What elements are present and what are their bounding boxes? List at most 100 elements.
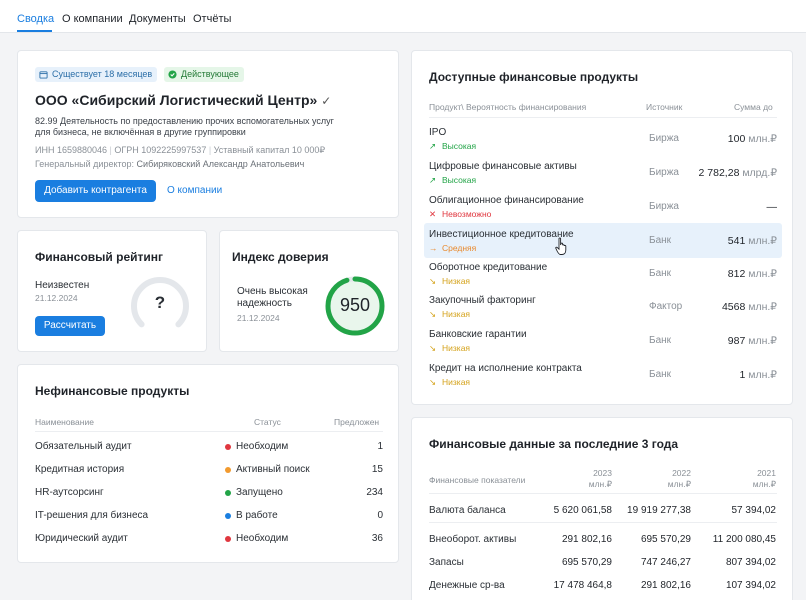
product-source: Банк (649, 235, 672, 246)
col-header-amount: Сумма до (734, 102, 773, 112)
activity-line-1: 82.99 Деятельность по предоставлению про… (35, 116, 334, 126)
col-header-name: Наименование (35, 417, 94, 427)
capital: Уставный капитал 10 000₽ (213, 145, 326, 155)
trend-icon: ↘ (429, 276, 437, 286)
trust-line-1: Очень высокая (237, 286, 308, 297)
calculate-button[interactable]: Рассчитать (35, 316, 105, 336)
nonfinancial-title: Нефинансовые продукты (35, 384, 190, 398)
amount-value: 2 782,28 (698, 167, 740, 179)
nonfin-row-count: 0 (377, 510, 383, 521)
fin-indicator-name: Внеоборот. активы (429, 534, 517, 545)
year-2022: 2022 (672, 468, 691, 478)
unit-2023: млн.₽ (588, 479, 612, 489)
amount-value: 100 (727, 133, 746, 145)
row-divider (429, 522, 777, 523)
product-source: Банк (649, 369, 672, 380)
product-name[interactable]: Кредит на исполнение контракта (429, 363, 582, 374)
tab-about-company[interactable]: О компании (62, 13, 123, 25)
product-name[interactable]: Цифровые финансовые активы (429, 161, 577, 172)
fin-value-2023: 5 620 061,58 (553, 505, 612, 516)
company-card: Существует 18 месяцев Действующее ООО «С… (17, 50, 399, 218)
trust-index-card: Индекс доверия Очень высокая надежность … (219, 230, 399, 352)
tab-summary[interactable]: Сводка (17, 13, 55, 25)
product-name[interactable]: Инвестиционное кредитование (429, 229, 574, 240)
inn: ИНН 1659880046 (35, 145, 108, 155)
nonfin-row-count: 234 (366, 487, 383, 498)
trend-icon: ↗ (429, 175, 437, 185)
col-header-source: Источник (646, 102, 683, 112)
product-source: Фактор (649, 301, 683, 312)
rating-status: Неизвестен (35, 280, 90, 291)
rating-gauge (131, 277, 189, 328)
product-source: Биржа (649, 133, 679, 144)
hand-cursor-icon (555, 237, 567, 255)
product-name[interactable]: Оборотное кредитование (429, 262, 548, 273)
nonfin-row-name[interactable]: Обязательный аудит (35, 441, 132, 452)
director-label: Генеральный директор: (35, 159, 135, 169)
financial-data-title: Финансовые данные за последние 3 года (429, 437, 679, 451)
ogrn: ОГРН 1092225997537 (114, 145, 207, 155)
probability: ↘ Низкая (429, 309, 470, 320)
check-circle-icon (168, 70, 177, 79)
product-source: Биржа (649, 201, 679, 212)
fin-value-2021: 11 200 080,45 (712, 534, 776, 545)
nonfin-row-count: 36 (371, 533, 383, 544)
add-counterparty-button[interactable]: Добавить контрагента (35, 180, 156, 202)
fin-value-2021: 57 394,02 (731, 505, 777, 516)
product-amount: 4568 млн.₽ (687, 301, 777, 313)
rating-date: 21.12.2024 (35, 293, 78, 303)
product-name[interactable]: IPO (429, 127, 447, 138)
year-2021: 2021 (757, 468, 776, 478)
hovered-row-highlight (424, 223, 782, 258)
trend-icon: ↗ (429, 141, 437, 151)
header-divider (429, 117, 777, 118)
trust-ring (325, 276, 385, 336)
director-name: Сибиряковский Александр Анатольевич (136, 159, 305, 169)
fin-indicator-name: Запасы (429, 557, 464, 568)
trust-value: 950 (339, 295, 371, 315)
product-amount: 1 млн.₽ (687, 369, 777, 381)
status-dot (225, 513, 231, 519)
financial-rating-title: Финансовый рейтинг (35, 250, 164, 264)
amount-unit: млн.₽ (748, 133, 777, 145)
nonfin-row-name[interactable]: HR-аутсорсинг (35, 487, 104, 498)
fin-indicator-name: Денежные ср-ва (429, 580, 505, 591)
tab-reports[interactable]: Отчёты (193, 13, 232, 25)
probability-label: Низкая (442, 276, 471, 286)
nonfin-row-status: Необходим (236, 441, 289, 452)
fin-value-2023: 695 570,29 (561, 557, 612, 568)
financial-products-card: Доступные финансовые продукты Продукт\ В… (411, 50, 793, 405)
probability-label: Низкая (442, 377, 471, 387)
product-name[interactable]: Закупочный факторинг (429, 295, 536, 306)
nonfin-row-name[interactable]: Юридический аудит (35, 533, 128, 544)
probability: ↗ Высокая (429, 175, 476, 186)
director-line: Генеральный директор: Сибиряковский Алек… (35, 159, 304, 170)
fin-value-2022: 747 246,27 (640, 557, 691, 568)
product-amount: 987 млн.₽ (687, 335, 777, 347)
nonfin-row-name[interactable]: Кредитная история (35, 464, 125, 475)
probability-label: Высокая (442, 175, 477, 185)
trend-icon: → (429, 243, 438, 253)
probability: ✕ Невозможно (429, 209, 491, 220)
probability-label: Низкая (442, 309, 471, 319)
trust-line-2: надежность (237, 298, 292, 309)
trust-ring-progress (325, 276, 385, 336)
financial-rating-card: Финансовый рейтинг Неизвестен 21.12.2024… (17, 230, 207, 352)
amount-value: 541 (727, 235, 746, 247)
about-company-link[interactable]: О компании (167, 185, 223, 196)
probability-label: Высокая (442, 141, 477, 151)
product-name[interactable]: Облигационное финансирование (429, 195, 584, 206)
nonfin-row-status: Запущено (236, 487, 283, 498)
status-dot (225, 536, 231, 542)
activity-line-2: для бизнеса, не включённая в другие груп… (35, 127, 246, 137)
trust-date: 21.12.2024 (237, 313, 280, 323)
nonfin-row-count: 1 (377, 441, 383, 452)
tab-documents[interactable]: Документы (129, 13, 186, 25)
product-name[interactable]: Банковские гарантии (429, 329, 527, 340)
age-badge: Существует 18 месяцев (35, 67, 158, 82)
financial-data-card: Финансовые данные за последние 3 года Фи… (411, 417, 793, 600)
trust-index-title: Индекс доверия (232, 250, 329, 264)
status-dot (225, 444, 231, 450)
fin-value-2021: 807 394,02 (725, 557, 776, 568)
nonfin-row-name[interactable]: IT-решения для бизнеса (35, 510, 149, 521)
